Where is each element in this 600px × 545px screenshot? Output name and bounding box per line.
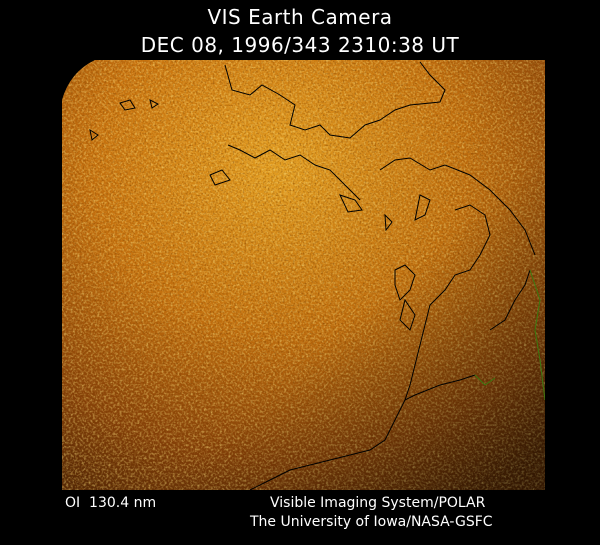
instrument: Visible Imaging System/POLAR — [270, 495, 486, 511]
title: VIS Earth Camera — [207, 5, 392, 29]
earth-image — [62, 60, 545, 490]
wavelength: OI 130.4 nm — [65, 495, 156, 511]
coastline-green — [474, 269, 545, 401]
coastlines — [89, 61, 536, 490]
timestamp: DEC 08, 1996/343 2310:38 UT — [141, 33, 460, 57]
institution: The University of Iowa/NASA-GSFC — [249, 514, 493, 530]
